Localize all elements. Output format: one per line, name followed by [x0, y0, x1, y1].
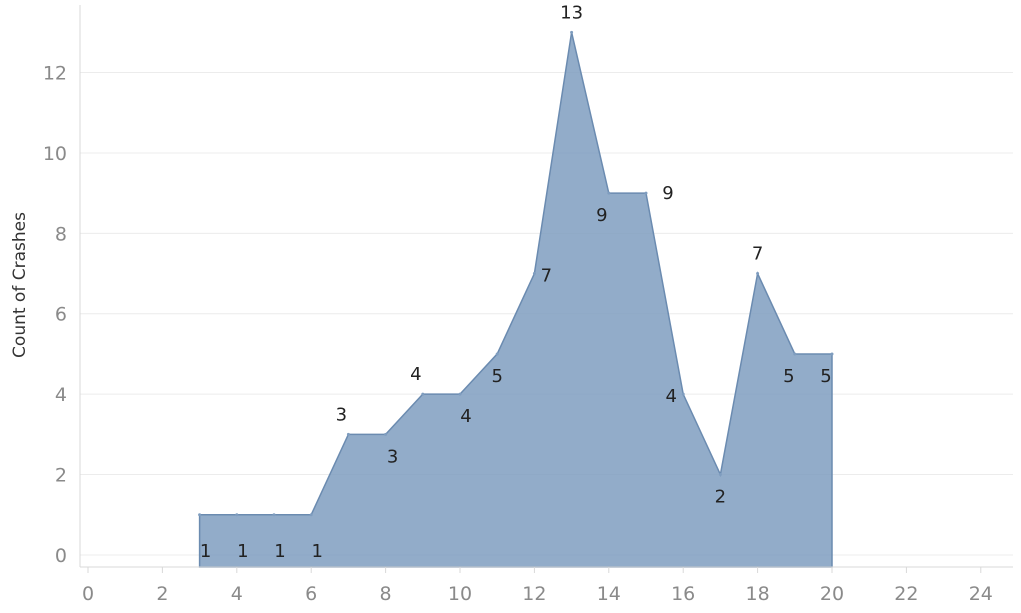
data-label: 7 — [541, 266, 552, 287]
data-label: 3 — [387, 446, 398, 467]
data-point — [793, 352, 797, 356]
data-label: 1 — [237, 541, 248, 562]
y-tick-label: 0 — [55, 545, 67, 567]
data-label: 4 — [410, 364, 421, 385]
x-tick-label: 14 — [597, 583, 621, 605]
data-label: 5 — [783, 366, 794, 387]
data-point — [346, 432, 350, 436]
data-label: 3 — [336, 404, 347, 425]
x-tick-label: 16 — [671, 583, 695, 605]
x-tick-label: 24 — [969, 583, 993, 605]
data-label: 4 — [460, 406, 471, 427]
x-tick-label: 18 — [746, 583, 770, 605]
data-point — [756, 272, 760, 276]
x-tick-label: 2 — [156, 583, 168, 605]
x-tick-label: 10 — [448, 583, 472, 605]
data-point — [235, 513, 239, 517]
data-point — [681, 392, 685, 396]
data-label: 1 — [274, 541, 285, 562]
data-point — [272, 513, 276, 517]
x-tick-label: 0 — [82, 583, 94, 605]
x-tick-label: 12 — [522, 583, 546, 605]
y-tick-label: 4 — [55, 384, 67, 406]
x-tick-label: 6 — [305, 583, 317, 605]
axes: 02468101214024681012141618202224 — [43, 0, 1013, 605]
y-tick-label: 14 — [43, 0, 67, 4]
y-tick-label: 12 — [43, 63, 67, 85]
data-label: 7 — [752, 244, 763, 265]
area-series — [198, 32, 833, 568]
data-point — [644, 191, 648, 195]
data-point — [384, 432, 388, 436]
data-point — [532, 272, 536, 276]
data-point — [495, 352, 499, 356]
data-point — [198, 513, 202, 517]
x-tick-label: 4 — [231, 583, 243, 605]
data-point — [830, 352, 834, 356]
y-tick-label: 8 — [55, 223, 67, 245]
x-tick-label: 20 — [820, 583, 844, 605]
data-label: 4 — [665, 386, 676, 407]
data-label: 13 — [560, 2, 583, 23]
data-point — [421, 392, 425, 396]
data-label: 9 — [596, 205, 607, 226]
data-label: 9 — [662, 183, 673, 204]
data-label: 2 — [715, 487, 726, 508]
data-point — [718, 473, 722, 477]
y-tick-label: 2 — [55, 465, 67, 487]
data-label: 5 — [491, 366, 502, 387]
data-label: 5 — [820, 366, 831, 387]
data-point — [607, 191, 611, 195]
data-point — [570, 30, 574, 34]
area-layer — [198, 30, 834, 568]
y-tick-label: 6 — [55, 304, 67, 326]
y-tick-label: 10 — [43, 143, 67, 165]
data-label: 1 — [200, 541, 211, 562]
data-point — [309, 513, 313, 517]
data-point — [458, 392, 462, 396]
data-label: 1 — [311, 541, 322, 562]
x-tick-label: 8 — [380, 583, 392, 605]
x-tick-label: 22 — [894, 583, 918, 605]
y-axis-label: Count of Crashes — [10, 212, 30, 358]
